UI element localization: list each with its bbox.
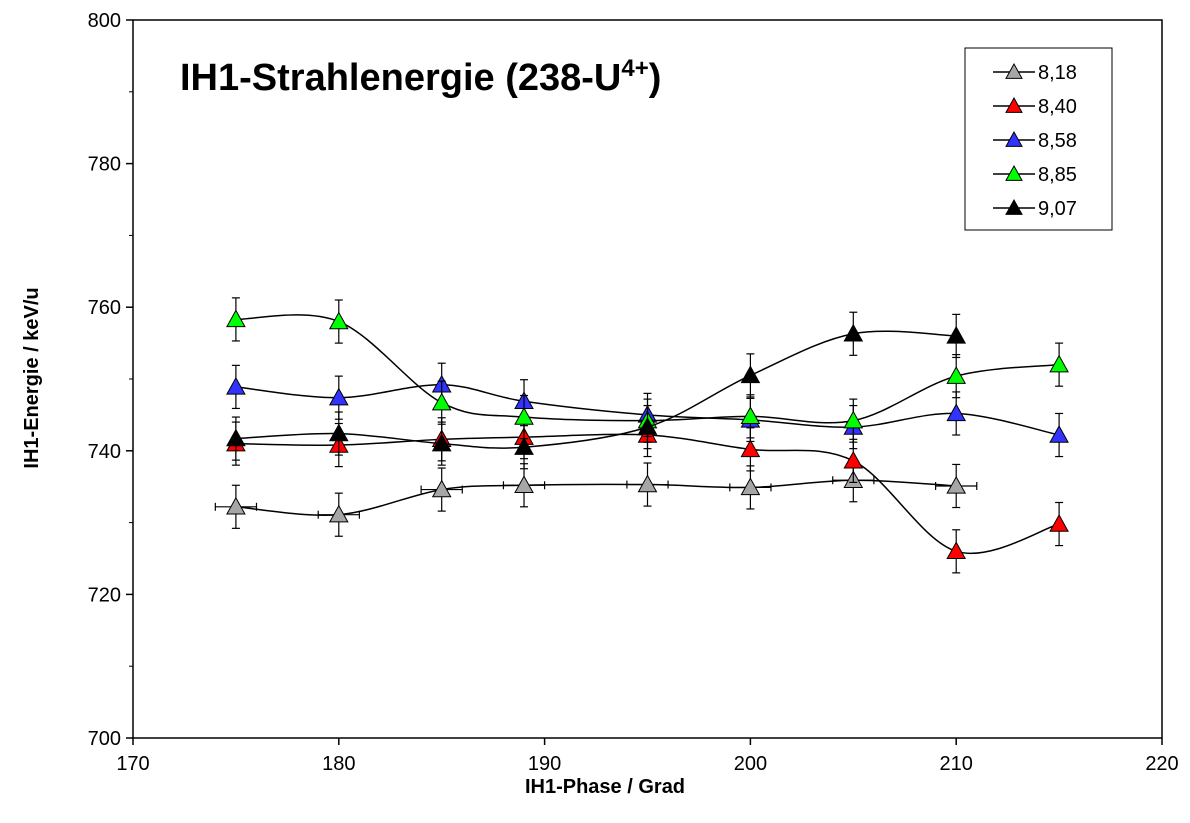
x-tick-label: 190 xyxy=(528,753,561,775)
data-point xyxy=(226,496,246,515)
data-point xyxy=(946,366,967,384)
data-point xyxy=(637,474,658,493)
data-point xyxy=(431,479,452,498)
x-tick-label: 220 xyxy=(1145,753,1178,775)
legend-label: 8,85 xyxy=(1038,164,1077,186)
data-point xyxy=(1049,424,1069,443)
legend-marker xyxy=(1005,62,1023,79)
data-point xyxy=(946,475,967,494)
y-tick-label: 740 xyxy=(88,441,121,463)
legend-item: 8,40 xyxy=(993,96,1077,118)
data-point xyxy=(328,387,349,406)
series-line xyxy=(235,330,957,449)
series-9-07 xyxy=(226,311,967,470)
legend: 8,18 8,40 8,58 8,85 9,07 xyxy=(964,47,1113,231)
data-point xyxy=(431,433,452,452)
y-tick-label: 700 xyxy=(88,728,121,750)
legend-label: 8,18 xyxy=(1038,62,1077,84)
data-point xyxy=(328,311,349,330)
series-8-18 xyxy=(214,458,978,537)
data-point xyxy=(740,365,761,384)
x-tick-label: 170 xyxy=(116,753,149,775)
y-tick-label: 720 xyxy=(88,584,121,606)
data-point xyxy=(946,541,967,560)
y-tick-label: 800 xyxy=(88,10,121,32)
data-point xyxy=(328,423,349,442)
data-point xyxy=(946,403,967,422)
data-point xyxy=(1049,514,1069,532)
legend-box xyxy=(964,47,1113,231)
y-axis-title: IH1-Energie / keV/u xyxy=(21,287,43,468)
chart-title: IH1-Strahlenergie (238-U4+) xyxy=(180,55,661,99)
legend-item: 8,58 xyxy=(993,130,1077,152)
legend-item: 8,85 xyxy=(993,164,1077,186)
data-point xyxy=(226,376,246,395)
y-tick-label: 780 xyxy=(88,154,121,176)
legend-marker xyxy=(1005,130,1023,147)
series-layer xyxy=(214,297,1069,574)
data-point xyxy=(514,475,534,493)
data-point xyxy=(843,450,864,469)
x-tick-label: 200 xyxy=(734,753,767,775)
data-point xyxy=(226,428,246,447)
legend-label: 8,58 xyxy=(1038,130,1077,152)
y-tick-label: 760 xyxy=(88,297,121,319)
data-point xyxy=(328,504,349,523)
axes: 700 720 740 760 780 800 170 180 190 200 210 220 xyxy=(88,10,1179,775)
data-point xyxy=(637,417,658,435)
data-point xyxy=(514,407,534,425)
data-point xyxy=(1049,354,1069,373)
legend-label: 9,07 xyxy=(1038,198,1077,220)
data-point xyxy=(226,309,246,328)
data-point xyxy=(946,325,967,344)
x-tick-label: 210 xyxy=(940,753,973,775)
data-point xyxy=(514,437,534,455)
legend-marker xyxy=(1005,96,1023,113)
data-point xyxy=(431,392,452,411)
data-point xyxy=(843,323,864,342)
x-axis-title: IH1-Phase / Grad xyxy=(525,776,685,798)
legend-item: 9,07 xyxy=(993,198,1077,220)
x-tick-label: 180 xyxy=(322,753,355,775)
data-point xyxy=(740,406,761,425)
data-point xyxy=(843,410,864,429)
legend-marker xyxy=(1005,164,1023,181)
legend-label: 8,40 xyxy=(1038,96,1077,118)
data-point xyxy=(740,439,761,458)
legend-item: 8,18 xyxy=(993,62,1077,84)
legend-marker xyxy=(1005,198,1023,215)
data-point xyxy=(740,477,761,496)
